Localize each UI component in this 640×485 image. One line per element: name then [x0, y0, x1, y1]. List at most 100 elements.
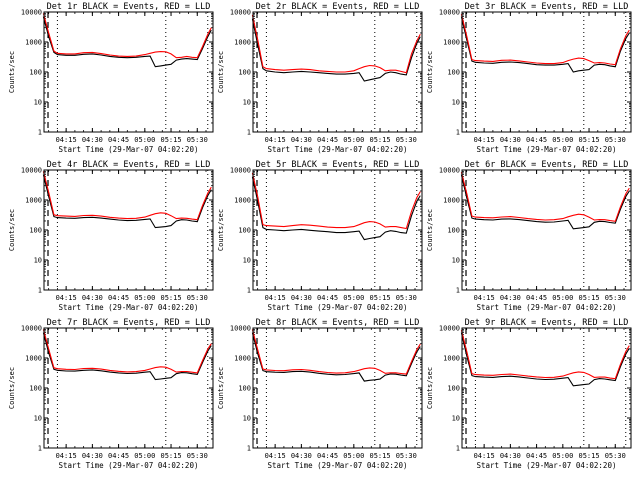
y-tick-label: 100	[29, 69, 42, 77]
y-tick-label: 100	[238, 69, 251, 77]
x-tick-label: 05:30	[396, 294, 417, 302]
y-tick-label: 100	[238, 227, 251, 235]
plot-frame	[43, 169, 214, 291]
series-lld-line	[460, 13, 630, 66]
x-axis-label: Start Time (29-Mar-07 04:02:20)	[477, 461, 617, 470]
x-tick-label: 05:30	[605, 294, 626, 302]
x-tick-label: 04:45	[317, 452, 338, 460]
y-tick-label: 100	[447, 227, 460, 235]
series-lld-line	[460, 171, 630, 222]
x-tick-label: 04:15	[474, 452, 495, 460]
y-tick-label: 1	[456, 287, 460, 295]
y-tick-label: 10	[34, 415, 42, 423]
plot-frame	[252, 327, 423, 449]
x-tick-label: 05:00	[134, 294, 155, 302]
detector-panel: Det 8r BLACK = Events, RED = LLD Counts/s…	[217, 318, 423, 470]
x-tick-label: 05:00	[134, 452, 155, 460]
x-axis-label: Start Time (29-Mar-07 04:02:20)	[59, 145, 199, 154]
series-events-line	[42, 16, 212, 68]
x-tick-label: 05:00	[552, 452, 573, 460]
x-tick-label: 05:00	[343, 452, 364, 460]
x-tick-label: 04:30	[291, 294, 312, 302]
y-tick-label: 1	[456, 129, 460, 137]
series-lld-line	[42, 329, 212, 374]
plot-frame	[252, 11, 423, 133]
x-axis-label: Start Time (29-Mar-07 04:02:20)	[477, 303, 617, 312]
series-lld-line	[251, 329, 421, 375]
y-axis-label: Counts/sec	[8, 209, 16, 251]
panel-title: Det 1r BLACK = Events, RED = LLD	[47, 2, 211, 12]
y-tick-label: 1000	[443, 355, 460, 363]
x-tick-label: 04:30	[291, 452, 312, 460]
series-lld-line	[251, 172, 421, 230]
x-tick-label: 04:45	[108, 136, 129, 144]
panel-title: Det 3r BLACK = Events, RED = LLD	[465, 2, 629, 12]
x-axis-label: Start Time (29-Mar-07 04:02:20)	[268, 303, 408, 312]
x-tick-label: 04:15	[265, 294, 286, 302]
series-events-line	[42, 174, 212, 229]
x-axis-label: Start Time (29-Mar-07 04:02:20)	[477, 145, 617, 154]
x-tick-label: 04:15	[56, 294, 77, 302]
x-tick-label: 04:15	[265, 136, 286, 144]
y-tick-label: 100	[29, 227, 42, 235]
y-tick-label: 100	[238, 385, 251, 393]
x-tick-label: 04:30	[82, 452, 103, 460]
x-tick-label: 05:15	[579, 452, 600, 460]
x-tick-label: 04:15	[474, 136, 495, 144]
y-tick-label: 10	[243, 99, 251, 107]
x-tick-label: 05:30	[605, 136, 626, 144]
panel-title: Det 6r BLACK = Events, RED = LLD	[465, 160, 629, 170]
series-lld-line	[251, 14, 421, 74]
y-tick-label: 1	[247, 445, 251, 453]
x-tick-label: 04:45	[526, 294, 547, 302]
x-tick-label: 04:30	[82, 294, 103, 302]
x-tick-label: 05:30	[396, 136, 417, 144]
y-axis-label: Counts/sec	[217, 51, 225, 93]
panel-title: Det 8r BLACK = Events, RED = LLD	[256, 318, 420, 328]
x-tick-label: 04:45	[317, 294, 338, 302]
plot-frame	[461, 11, 632, 133]
y-tick-label: 1	[247, 287, 251, 295]
x-tick-label: 05:00	[552, 136, 573, 144]
x-tick-label: 04:30	[291, 136, 312, 144]
y-tick-label: 10000	[21, 325, 42, 333]
plot-frame	[43, 327, 214, 449]
x-tick-label: 05:00	[134, 136, 155, 144]
series-lld-line	[460, 329, 630, 380]
panel-title: Det 7r BLACK = Events, RED = LLD	[47, 318, 211, 328]
plot-frame	[461, 169, 632, 291]
y-tick-label: 1000	[234, 355, 251, 363]
x-tick-label: 05:30	[187, 136, 208, 144]
x-axis-label: Start Time (29-Mar-07 04:02:20)	[59, 461, 199, 470]
x-tick-label: 04:30	[500, 136, 521, 144]
y-tick-label: 10	[452, 415, 460, 423]
x-tick-label: 05:15	[579, 136, 600, 144]
detector-panel: Det 4r BLACK = Events, RED = LLD Counts/s…	[8, 160, 214, 312]
x-tick-label: 05:15	[161, 294, 182, 302]
x-tick-label: 04:30	[500, 294, 521, 302]
x-tick-label: 05:30	[605, 452, 626, 460]
x-tick-label: 05:15	[161, 136, 182, 144]
detector-panel: Det 9r BLACK = Events, RED = LLD Counts/s…	[426, 318, 632, 470]
series-events-line	[460, 16, 630, 73]
y-axis-label: Counts/sec	[8, 367, 16, 409]
y-tick-label: 10000	[230, 325, 251, 333]
y-tick-label: 10	[452, 257, 460, 265]
detector-panel: Det 5r BLACK = Events, RED = LLD Counts/s…	[217, 160, 423, 312]
x-tick-label: 05:15	[161, 452, 182, 460]
x-tick-label: 05:30	[187, 452, 208, 460]
y-tick-label: 10	[34, 257, 42, 265]
x-tick-label: 04:45	[108, 294, 129, 302]
y-tick-label: 1000	[443, 197, 460, 205]
x-tick-label: 04:45	[526, 136, 547, 144]
y-tick-label: 1000	[25, 39, 42, 47]
x-tick-label: 05:00	[343, 294, 364, 302]
x-tick-label: 05:00	[552, 294, 573, 302]
panel-title: Det 5r BLACK = Events, RED = LLD	[256, 160, 420, 170]
x-axis-label: Start Time (29-Mar-07 04:02:20)	[59, 303, 199, 312]
x-tick-label: 04:15	[474, 294, 495, 302]
y-axis-label: Counts/sec	[8, 51, 16, 93]
x-tick-label: 05:15	[370, 294, 391, 302]
y-tick-label: 1	[38, 287, 42, 295]
